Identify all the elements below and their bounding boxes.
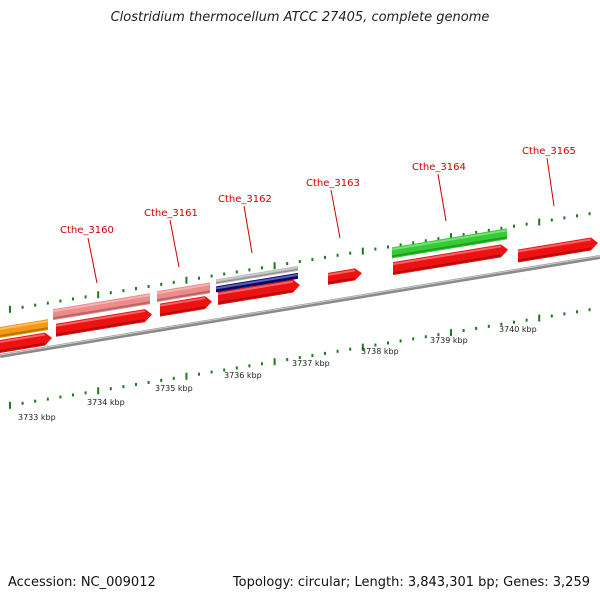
leader-line — [169, 219, 180, 268]
gene-label: Cthe_3161 — [144, 208, 198, 219]
feature-highlight — [52, 294, 151, 313]
feature-shade — [156, 290, 211, 302]
cds-feature[interactable] — [393, 244, 508, 276]
inner-tick-ring — [9, 308, 591, 409]
scale-label: 3738 kbp — [361, 347, 399, 356]
feature-highlight — [0, 320, 49, 330]
gene-feature[interactable] — [53, 293, 150, 321]
scale-label: 3736 kbp — [224, 371, 262, 380]
feature-highlight — [392, 245, 502, 266]
feature-highlight — [215, 266, 299, 283]
scale-label: 3737 kbp — [292, 359, 330, 368]
gene-label: Cthe_3164 — [412, 162, 466, 173]
gene-label: Cthe_3165 — [522, 146, 576, 157]
leader-line — [546, 157, 555, 207]
leader-line — [330, 189, 341, 239]
label-leader-lines — [87, 157, 555, 284]
scale-label: 3735 kbp — [155, 384, 193, 393]
feature-highlight — [217, 280, 294, 296]
gene-feature[interactable] — [157, 282, 210, 303]
gene-feature[interactable] — [392, 228, 507, 259]
feature-highlight — [159, 297, 206, 307]
cds-feature[interactable] — [0, 332, 52, 353]
scale-labels: 3733 kbp 3734 kbp 3735 kbp 3736 kbp 3737 kbp… — [18, 325, 537, 422]
leader-line — [437, 173, 447, 222]
scale-label: 3739 kbp — [430, 336, 468, 345]
feature-highlight — [55, 310, 146, 327]
leader-line — [87, 237, 98, 284]
genome-summary-text: Topology: circular; Length: 3,843,301 bp… — [232, 575, 590, 590]
feature-shade — [517, 247, 592, 262]
feature-shade — [392, 254, 502, 275]
feature-shade — [391, 236, 508, 258]
feature-shade — [327, 277, 356, 284]
scale-label: 3734 kbp — [87, 398, 125, 407]
gene-labels: Cthe_3160 Cthe_3161 Cthe_3162 Cthe_3163 Cthe… — [60, 146, 576, 236]
map-title: Clostridium thermocellum ATCC 27405, com… — [110, 10, 490, 25]
feature-shade — [159, 306, 206, 316]
feature-highlight — [327, 269, 356, 276]
cds-feature[interactable] — [160, 296, 212, 317]
feature-highlight — [391, 229, 508, 251]
cds-feature[interactable] — [518, 237, 598, 263]
accession-text: Accession: NC_009012 — [8, 575, 156, 590]
cds-feature[interactable] — [218, 279, 300, 306]
gene-label: Cthe_3162 — [218, 194, 272, 205]
feature-highlight — [0, 333, 46, 343]
feature-highlight — [517, 238, 592, 253]
feature-shade — [215, 275, 299, 292]
gene-feature[interactable] — [216, 272, 298, 293]
scale-label: 3733 kbp — [18, 413, 56, 422]
feature-shade — [215, 267, 299, 284]
feature-track[interactable] — [0, 228, 598, 353]
cds-feature[interactable] — [328, 268, 362, 285]
feature-shade — [52, 301, 151, 320]
feature-shade — [217, 289, 294, 305]
backbone-highlight — [0, 255, 600, 356]
feature-shade — [55, 319, 146, 336]
gene-feature[interactable] — [216, 265, 298, 285]
cds-feature[interactable] — [56, 309, 152, 337]
feature-shade — [0, 327, 49, 337]
leader-line — [243, 205, 253, 254]
backbone-line — [0, 255, 600, 358]
gene-feature[interactable] — [0, 319, 48, 338]
feature-highlight — [156, 283, 211, 295]
gene-label: Cthe_3160 — [60, 225, 114, 236]
feature-highlight — [215, 273, 299, 290]
genome-backbone — [0, 255, 600, 358]
scale-label: 3740 kbp — [499, 325, 537, 334]
feature-shade — [0, 342, 46, 352]
gene-label: Cthe_3163 — [306, 178, 360, 189]
